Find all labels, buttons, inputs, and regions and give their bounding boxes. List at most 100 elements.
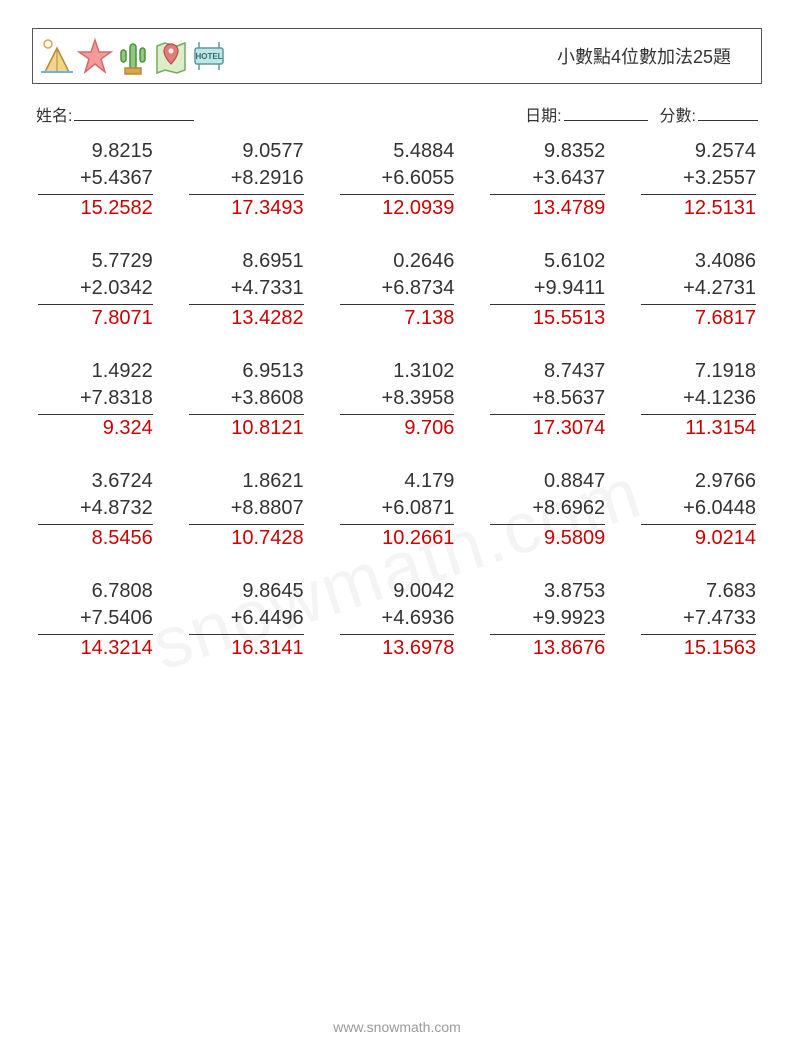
pyramid-icon [39, 34, 75, 78]
operand-1: 9.0042 [340, 578, 455, 605]
operand-1: 9.0577 [189, 138, 304, 165]
problem-14: 8.7437+8.5637 17.3074 [490, 358, 605, 442]
info-row: 姓名: 日期: 分數: [36, 102, 758, 126]
header-icons: HOTEL [39, 34, 227, 78]
problem-3: 5.4884+6.605512.0939 [340, 138, 455, 222]
answer: 9.324 [38, 415, 153, 442]
problem-19: 0.8847+8.69629.5809 [490, 468, 605, 552]
answer: 15.2582 [38, 195, 153, 222]
operand-2: +6.6055 [340, 165, 455, 192]
operand-1: 9.2574 [641, 138, 756, 165]
operand-2: +7.5406 [38, 605, 153, 632]
answer: 11.3154 [641, 415, 756, 442]
problem-7: 8.6951+4.7331 13.4282 [189, 248, 304, 332]
map-icon [153, 34, 189, 78]
operand-1: 6.7808 [38, 578, 153, 605]
operand-1: 3.4086 [641, 248, 756, 275]
answer: 9.5809 [490, 525, 605, 552]
answer: 7.6817 [641, 305, 756, 332]
footer: www.snowmath.com [0, 1019, 794, 1035]
operand-1: 4.179 [340, 468, 455, 495]
problem-18: 4.179+6.0871 10.2661 [340, 468, 455, 552]
operand-2: +4.8732 [38, 495, 153, 522]
problem-13: 1.3102+8.39589.706 [340, 358, 455, 442]
answer: 16.3141 [189, 635, 304, 662]
operand-2: +8.3958 [340, 385, 455, 412]
problem-15: 7.1918+4.1236 11.3154 [641, 358, 756, 442]
operand-2: +8.8807 [189, 495, 304, 522]
score-label: 分數: [660, 102, 696, 126]
problem-17: 1.8621+8.880710.7428 [189, 468, 304, 552]
operand-1: 1.4922 [38, 358, 153, 385]
operand-1: 8.6951 [189, 248, 304, 275]
name-label: 姓名: [36, 102, 72, 126]
hotel-icon: HOTEL [191, 34, 227, 78]
operand-1: 1.8621 [189, 468, 304, 495]
answer: 10.8121 [189, 415, 304, 442]
worksheet-title: 小數點4位數加法25題 [557, 43, 731, 69]
operand-2: +8.2916 [189, 165, 304, 192]
answer: 14.3214 [38, 635, 153, 662]
answer: 7.8071 [38, 305, 153, 332]
operand-1: 7.1918 [641, 358, 756, 385]
answer: 15.1563 [641, 635, 756, 662]
operand-1: 2.9766 [641, 468, 756, 495]
operand-2: +7.8318 [38, 385, 153, 412]
answer: 15.5513 [490, 305, 605, 332]
operand-2: +4.7331 [189, 275, 304, 302]
problem-2: 9.0577+8.2916 17.3493 [189, 138, 304, 222]
operand-2: +6.4496 [189, 605, 304, 632]
operand-1: 6.9513 [189, 358, 304, 385]
starfish-icon [77, 34, 113, 78]
problem-16: 3.6724+4.87328.5456 [38, 468, 153, 552]
operand-1: 0.8847 [490, 468, 605, 495]
operand-2: +4.1236 [641, 385, 756, 412]
date-blank [564, 105, 648, 121]
answer: 10.2661 [340, 525, 455, 552]
problem-4: 9.8352+3.643713.4789 [490, 138, 605, 222]
operand-2: +8.5637 [490, 385, 605, 412]
answer: 13.4282 [189, 305, 304, 332]
date-label: 日期: [525, 102, 561, 126]
problem-grid: 9.8215+5.436715.25829.0577+8.291617.3493… [32, 138, 762, 662]
operand-1: 9.8215 [38, 138, 153, 165]
answer: 9.706 [340, 415, 455, 442]
problem-24: 3.8753+9.9923 13.8676 [490, 578, 605, 662]
operand-2: +9.9411 [490, 275, 605, 302]
operand-2: +3.2557 [641, 165, 756, 192]
operand-2: +6.0871 [340, 495, 455, 522]
operand-2: +9.9923 [490, 605, 605, 632]
operand-1: 9.8352 [490, 138, 605, 165]
score-blank [698, 105, 758, 121]
cactus-icon [115, 34, 151, 78]
answer: 17.3493 [189, 195, 304, 222]
problem-25: 7.683+7.473315.1563 [641, 578, 756, 662]
operand-1: 5.4884 [340, 138, 455, 165]
answer: 17.3074 [490, 415, 605, 442]
answer: 13.6978 [340, 635, 455, 662]
header-box: HOTEL 小數點4位數加法25題 [32, 28, 762, 84]
answer: 9.0214 [641, 525, 756, 552]
operand-2: +4.6936 [340, 605, 455, 632]
operand-2: +2.0342 [38, 275, 153, 302]
problem-22: 9.8645+6.4496 16.3141 [189, 578, 304, 662]
answer: 13.8676 [490, 635, 605, 662]
operand-1: 3.8753 [490, 578, 605, 605]
operand-1: 8.7437 [490, 358, 605, 385]
operand-2: +3.8608 [189, 385, 304, 412]
operand-1: 3.6724 [38, 468, 153, 495]
problem-11: 1.4922+7.8318 9.324 [38, 358, 153, 442]
problem-6: 5.7729+2.0342 7.8071 [38, 248, 153, 332]
operand-1: 9.8645 [189, 578, 304, 605]
operand-1: 5.7729 [38, 248, 153, 275]
svg-text:HOTEL: HOTEL [195, 52, 222, 61]
problem-21: 6.7808+7.5406 14.3214 [38, 578, 153, 662]
operand-2: +3.6437 [490, 165, 605, 192]
operand-1: 5.6102 [490, 248, 605, 275]
problem-10: 3.4086+4.27317.6817 [641, 248, 756, 332]
name-blank [74, 105, 194, 121]
answer: 7.138 [340, 305, 455, 332]
problem-23: 9.0042+4.6936 13.6978 [340, 578, 455, 662]
problem-12: 6.9513+3.8608 10.8121 [189, 358, 304, 442]
problem-5: 9.2574+3.255712.5131 [641, 138, 756, 222]
